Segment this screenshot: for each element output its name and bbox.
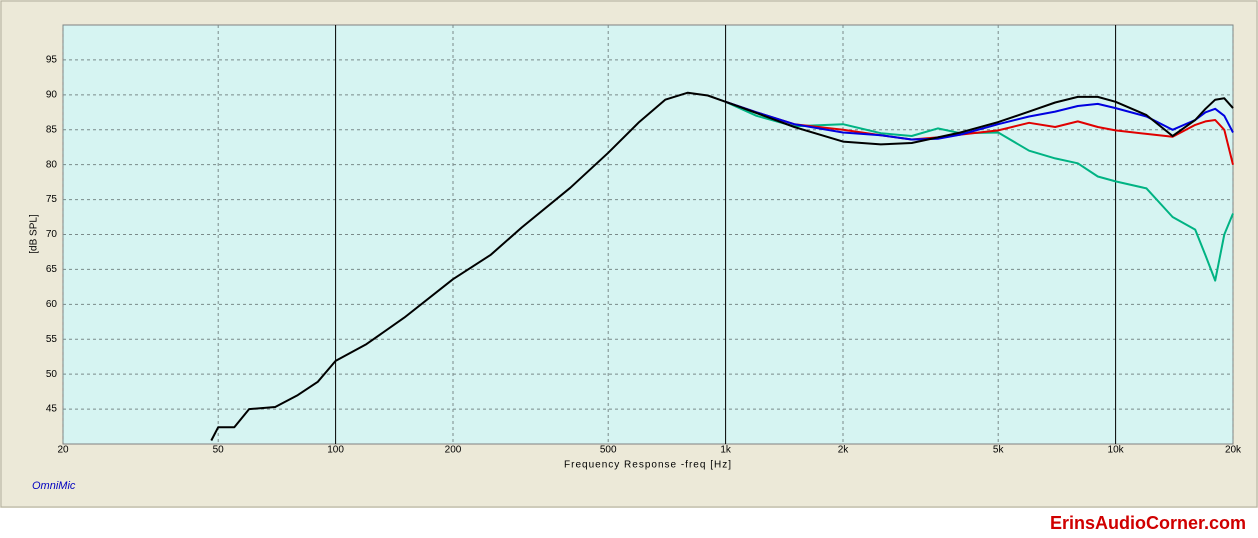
x-tick-label: 1k <box>720 445 732 456</box>
y-tick-label: 60 <box>46 299 58 310</box>
watermark: OmniMic <box>32 480 76 492</box>
y-tick-label: 95 <box>46 55 58 66</box>
site-box <box>994 512 1258 538</box>
y-tick-label: 50 <box>46 369 58 380</box>
x-axis-label: Frequency Response -freq [Hz] <box>564 460 732 471</box>
x-tick-label: 2k <box>838 445 850 456</box>
x-tick-label: 20k <box>1225 445 1242 456</box>
y-axis-label: [dB SPL] <box>29 214 40 254</box>
x-tick-label: 10k <box>1108 445 1125 456</box>
x-tick-label: 5k <box>993 445 1005 456</box>
x-tick-label: 50 <box>213 445 225 456</box>
site-label: ErinsAudioCorner.com <box>1050 513 1246 533</box>
frame-border <box>0 0 1258 508</box>
y-tick-label: 45 <box>46 404 58 415</box>
y-tick-label: 70 <box>46 229 58 240</box>
y-tick-label: 65 <box>46 264 58 275</box>
y-tick-label: 75 <box>46 194 58 205</box>
y-tick-label: 85 <box>46 124 58 135</box>
x-tick-label: 20 <box>57 445 69 456</box>
y-tick-label: 80 <box>46 159 58 170</box>
series-line <box>210 91 1234 441</box>
x-tick-label: 200 <box>445 445 462 456</box>
series-line <box>725 100 1234 141</box>
x-tick-label: 500 <box>600 445 617 456</box>
y-tick-label: 55 <box>46 334 58 345</box>
x-tick-label: 100 <box>327 445 344 456</box>
series-line <box>725 100 1234 282</box>
y-tick-label: 90 <box>46 89 58 100</box>
series-line <box>725 100 1234 165</box>
